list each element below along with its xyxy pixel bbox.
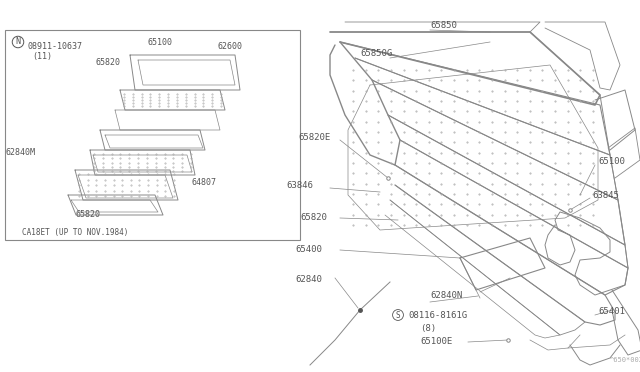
Text: 65100: 65100 (148, 38, 173, 47)
Text: 65820: 65820 (75, 210, 100, 219)
Text: 65100: 65100 (598, 157, 625, 167)
Text: (8): (8) (420, 324, 436, 333)
Text: 08911-10637: 08911-10637 (28, 42, 83, 51)
Bar (5, 30, 300, 240)
Text: 65401: 65401 (598, 308, 625, 317)
Text: 63845: 63845 (592, 190, 619, 199)
Text: 62840M: 62840M (6, 148, 36, 157)
Text: 65820E: 65820E (298, 134, 330, 142)
Text: ^650*0026: ^650*0026 (610, 357, 640, 363)
Text: 65850G: 65850G (360, 49, 392, 58)
Text: 62600: 62600 (218, 42, 243, 51)
Text: 65850: 65850 (430, 22, 457, 31)
Text: S: S (396, 311, 400, 320)
Text: 65820: 65820 (300, 214, 327, 222)
Text: 62840N: 62840N (430, 291, 462, 299)
Text: 08116-8161G: 08116-8161G (408, 311, 467, 320)
Text: 62840: 62840 (295, 276, 322, 285)
Text: CA18ET (UP TO NOV.1984): CA18ET (UP TO NOV.1984) (22, 228, 129, 237)
Text: 65100E: 65100E (420, 337, 452, 346)
Text: 64807: 64807 (192, 178, 217, 187)
Text: N: N (15, 38, 20, 46)
Text: 65400: 65400 (295, 246, 322, 254)
Text: (11): (11) (32, 52, 52, 61)
Text: 63846: 63846 (286, 180, 313, 189)
Text: 65820: 65820 (95, 58, 120, 67)
